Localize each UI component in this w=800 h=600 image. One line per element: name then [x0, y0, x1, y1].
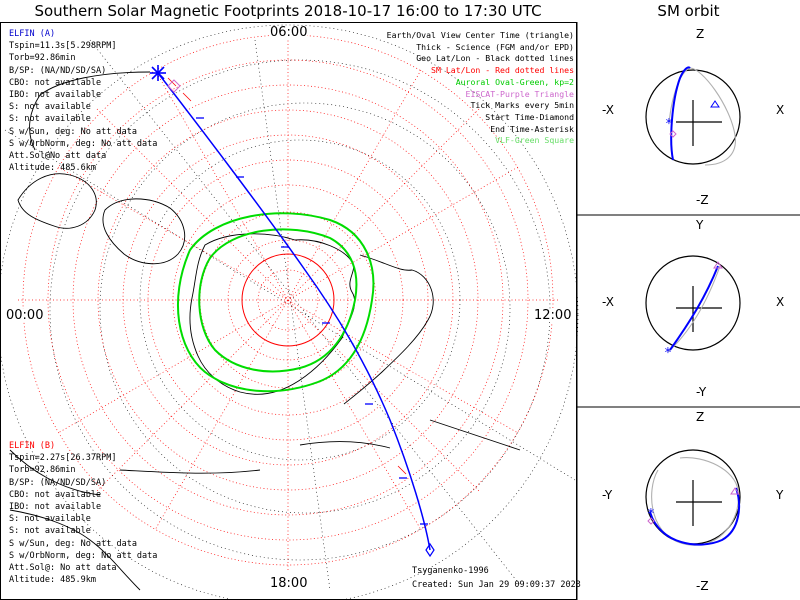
legend-item: Auroral Oval-Green, kp=2 — [455, 76, 574, 87]
sm-panel-3-left-label: -Y — [602, 488, 613, 502]
created-timestamp: Created: Sun Jan 29 09:09:37 2023 — [412, 580, 581, 590]
elfin-b-line: Tspin=2.27s[26.37RPM] — [9, 453, 117, 464]
elfin-b-line: S: not available — [9, 526, 91, 537]
elfin-b-line: Torb=92.86min — [9, 465, 76, 476]
track-ticks — [196, 117, 428, 525]
elfin-b-line: S: not available — [9, 514, 91, 525]
elfin-a-line: B/SP: (NA/ND/SD/SA) — [9, 65, 107, 76]
sm-panel-2-top-label: Y — [696, 218, 704, 232]
svg-text:*: * — [647, 507, 655, 522]
sm-panel-3-graphics: * — [645, 449, 741, 546]
credit-text: Tsyganenko-1996 — [412, 566, 489, 576]
elfin-a-line: Altitude: 485.6km — [9, 163, 96, 174]
elfin-a-line: Torb=92.86min — [9, 53, 76, 64]
elfin-b-line: Altitude: 485.9km — [9, 575, 96, 586]
clock-label-right: 12:00 — [534, 308, 572, 323]
sm-panel-2-right-label: X — [776, 295, 785, 309]
legend-item: Thick - Science (FGM and/or EPD) — [416, 41, 574, 52]
elfin-b-line: IBO: not available — [9, 502, 102, 513]
elfin-a-line: Tspin=11.3s[5.298RPM] — [9, 41, 117, 52]
legend-item: Tick Marks every 5min — [470, 100, 574, 111]
elfin-b-header: ELFIN (B) — [9, 441, 56, 451]
sm-panel-1-top-label: Z — [696, 27, 705, 41]
svg-text:*: * — [664, 346, 672, 361]
coastlines — [9, 71, 521, 591]
legend: Earth/Oval View Center Time (triangle) T… — [387, 30, 574, 147]
legend-item: Geo Lat/Lon - Black dotted lines — [416, 53, 574, 64]
clock-label-left: 00:00 — [6, 308, 44, 323]
clock-label-bottom: 18:00 — [270, 576, 308, 591]
legend-item: Earth/Oval View Center Time (triangle) — [386, 30, 574, 40]
auroral-ovals — [177, 212, 375, 393]
plot-title: Southern Solar Magnetic Footprints 2018-… — [34, 2, 542, 20]
sm-panel-1-bottom-label: -Z — [696, 193, 709, 207]
sm-panel-3-bottom-label: -Z — [696, 579, 709, 593]
sm-panel-2-graphics: * — [645, 255, 741, 361]
elfin-a-line: Att.Sol@No att data — [9, 151, 107, 162]
elfin-b-info: ELFIN (B) Tspin=2.27s[26.37RPM] Torb=92.… — [9, 440, 157, 586]
end-asterisk — [150, 65, 166, 81]
elfin-a-header: ELFIN (A) — [9, 29, 56, 39]
sm-grid — [18, 30, 558, 570]
legend-item: End Time-Asterisk — [490, 123, 574, 134]
elfin-b-line: S w/Sun, deg: No att data — [9, 538, 137, 549]
elfin-a-line: S w/OrbNorm, deg: No att data — [9, 138, 158, 149]
legend-item: SM Lat/Lon - Red dotted lines — [431, 65, 574, 76]
elfin-a-line: S: not available — [9, 102, 91, 113]
elfin-b-line: S w/OrbNorm, deg: No att data — [9, 550, 158, 561]
sm-panel-1-graphics: * — [645, 66, 741, 166]
elfin-b-line: CBO: not available — [9, 489, 102, 500]
elfin-a-info: ELFIN (A) Tspin=11.3s[5.298RPM] Torb=92.… — [9, 28, 157, 174]
legend-item: VLF-Green Square — [495, 135, 574, 146]
clock-label-top: 06:00 — [270, 25, 308, 40]
eiscat-triangle-marker — [167, 79, 181, 93]
elfin-a-line: CBO: not available — [9, 77, 102, 88]
elfin-a-line: S w/Sun, deg: No att data — [9, 126, 137, 137]
legend-item: Start Time-Diamond — [485, 111, 574, 122]
sm-panel-3-top-label: Z — [696, 410, 705, 424]
sm-panel-3-right-label: Y — [776, 488, 784, 502]
sm-panel-1-right-label: X — [776, 103, 785, 117]
sm-orbit-title: SM orbit — [657, 2, 720, 20]
elfin-track — [157, 72, 431, 551]
elfin-b-line: B/SP: (NA/ND/SD/SA) — [9, 477, 107, 488]
elfin-a-line: IBO: not available — [9, 90, 102, 101]
sm-panel-2-left-label: -X — [602, 295, 614, 309]
svg-text:*: * — [665, 117, 673, 132]
elfin-b-line: Att.Sol@: No att data — [9, 563, 117, 574]
sm-panel-1-left-label: -X — [602, 103, 614, 117]
elfin-a-line: S: not available — [9, 114, 91, 125]
sm-panel-2-bottom-label: -Y — [696, 385, 707, 399]
legend-item: EISCAT-Purple Triangle — [465, 88, 574, 99]
red-track-marks — [167, 77, 407, 475]
start-diamond — [425, 542, 435, 558]
sm-inner-circle — [241, 253, 335, 347]
